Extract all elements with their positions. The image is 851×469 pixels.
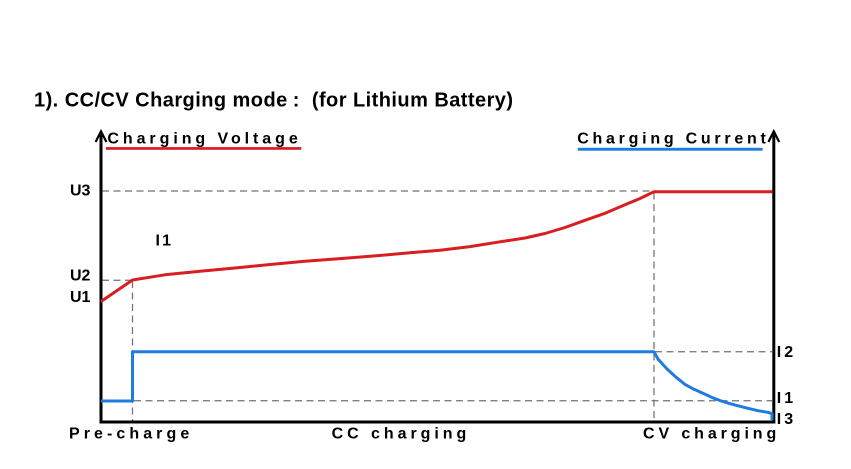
svg-text:U3: U3 (70, 182, 91, 199)
svg-text:U1: U1 (70, 289, 91, 306)
svg-text:I2: I2 (777, 344, 796, 361)
svg-text:I1: I1 (777, 390, 796, 407)
svg-text:Charging Current: Charging Current (577, 131, 769, 148)
svg-text:Pre-charge: Pre-charge (69, 426, 193, 443)
svg-text:I1: I1 (156, 233, 174, 250)
svg-text:CV charging: CV charging (643, 426, 780, 443)
svg-text:U2: U2 (70, 268, 91, 285)
svg-text:1). CC/CV Charging mode:(for L: 1). CC/CV Charging mode: (for Lithium Bat… (34, 90, 514, 112)
svg-text:Charging Voltage: Charging Voltage (107, 131, 301, 148)
svg-text:I3: I3 (777, 411, 796, 428)
svg-text:CC charging: CC charging (332, 426, 471, 443)
